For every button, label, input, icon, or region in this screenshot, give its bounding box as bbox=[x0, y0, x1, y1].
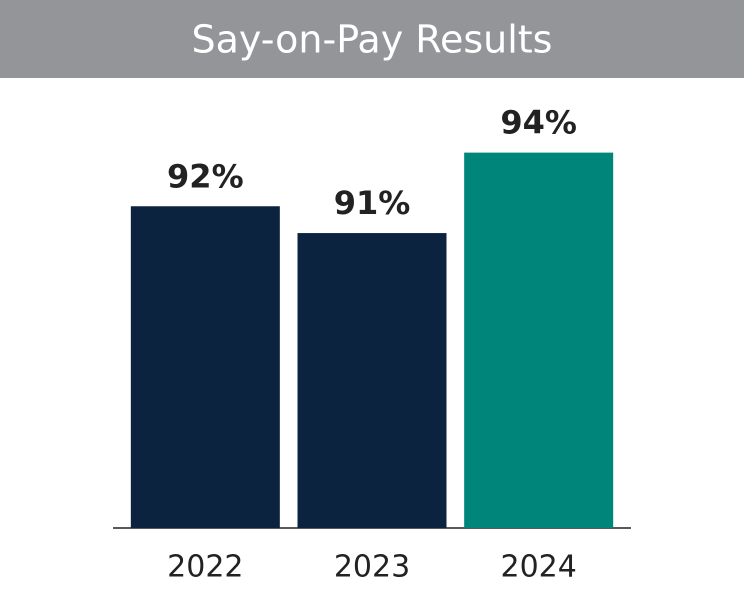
title-banner bbox=[0, 0, 744, 78]
x-tick-label: 2024 bbox=[500, 550, 576, 585]
bar bbox=[464, 152, 614, 528]
x-tick-label: 2022 bbox=[167, 550, 243, 585]
bar bbox=[297, 233, 447, 528]
x-tick-label: 2023 bbox=[334, 550, 410, 585]
bar bbox=[130, 206, 280, 528]
value-label: 92% bbox=[167, 157, 244, 195]
chart-title: Say-on-Pay Results bbox=[192, 18, 553, 62]
value-label: 91% bbox=[334, 184, 411, 222]
value-label: 94% bbox=[500, 104, 577, 142]
